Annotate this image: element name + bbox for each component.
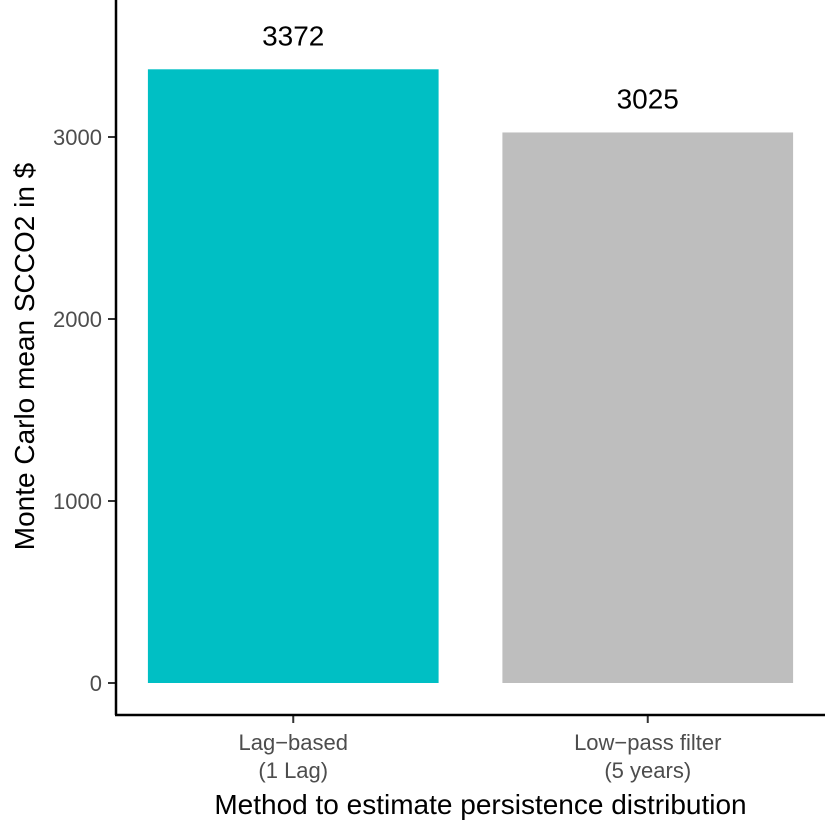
bar — [502, 132, 794, 683]
bars — [147, 69, 794, 683]
bar — [147, 69, 439, 683]
y-tick-label: 2000 — [53, 307, 102, 332]
x-tick-label: (5 years) — [604, 758, 691, 783]
y-axis-ticks: 0 1000 2000 3000 — [53, 125, 116, 696]
x-tick-label: (1 Lag) — [258, 758, 328, 783]
y-tick-label: 3000 — [53, 125, 102, 150]
x-tick-label: Lag−based — [239, 730, 349, 755]
bar-value-label: 3372 — [262, 20, 324, 51]
data-labels: 3372 3025 — [262, 20, 679, 114]
bar-value-label: 3025 — [617, 83, 679, 114]
y-axis-title: Monte Carlo mean SCCO2 in $ — [9, 162, 40, 550]
y-tick-label: 1000 — [53, 489, 102, 514]
x-axis-ticks: Lag−based (1 Lag) Low−pass filter (5 years) — [239, 715, 721, 783]
x-axis-title: Method to estimate persistence distribut… — [214, 789, 746, 820]
y-tick-label: 0 — [90, 671, 102, 696]
x-tick-label: Low−pass filter — [574, 730, 721, 755]
